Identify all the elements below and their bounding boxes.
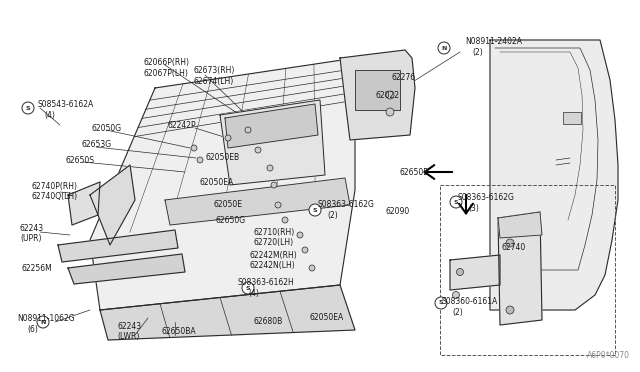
Bar — [440, 185, 615, 355]
Circle shape — [197, 157, 203, 163]
Text: 62650G: 62650G — [216, 216, 246, 225]
Circle shape — [438, 42, 450, 54]
Text: 62650B: 62650B — [400, 168, 429, 177]
Polygon shape — [100, 285, 355, 340]
Text: (2): (2) — [452, 308, 463, 317]
Circle shape — [309, 204, 321, 216]
Text: 62740P(RH): 62740P(RH) — [32, 182, 78, 191]
Text: 62242N(LH): 62242N(LH) — [249, 261, 295, 270]
Bar — [563, 112, 581, 124]
Circle shape — [242, 282, 254, 294]
Circle shape — [37, 316, 49, 328]
Circle shape — [245, 287, 251, 293]
Text: N: N — [40, 320, 45, 324]
Circle shape — [450, 196, 462, 208]
Text: (2): (2) — [472, 48, 483, 57]
Text: S08363-6162G: S08363-6162G — [317, 200, 374, 209]
Circle shape — [386, 91, 394, 99]
Text: 62650BA: 62650BA — [162, 327, 196, 336]
Text: 62066P(RH): 62066P(RH) — [144, 58, 190, 67]
Text: S: S — [438, 301, 444, 305]
Circle shape — [506, 239, 514, 247]
Polygon shape — [220, 100, 325, 185]
Polygon shape — [225, 104, 318, 148]
Text: N08911-2402A: N08911-2402A — [465, 37, 522, 46]
Circle shape — [435, 297, 447, 309]
Circle shape — [297, 232, 303, 238]
Text: (3): (3) — [468, 204, 479, 213]
Text: (4): (4) — [44, 111, 55, 120]
Text: N08911-1062G: N08911-1062G — [17, 314, 75, 323]
Text: A6P0*0070: A6P0*0070 — [587, 351, 630, 360]
Circle shape — [245, 127, 251, 133]
Text: 62256M: 62256M — [22, 264, 52, 273]
Circle shape — [255, 147, 261, 153]
Text: S08363-6162H: S08363-6162H — [238, 278, 295, 287]
Text: 62022: 62022 — [375, 91, 399, 100]
Circle shape — [302, 247, 308, 253]
Text: 62050EA: 62050EA — [200, 178, 234, 187]
Circle shape — [386, 108, 394, 116]
Text: 62674(LH): 62674(LH) — [193, 77, 233, 86]
Text: 62740: 62740 — [502, 243, 526, 252]
Circle shape — [22, 102, 34, 114]
Text: 62090: 62090 — [386, 207, 410, 216]
Text: 62050G: 62050G — [92, 124, 122, 133]
Text: S: S — [454, 199, 458, 205]
Text: S: S — [313, 208, 317, 212]
Text: 62243: 62243 — [20, 224, 44, 233]
Text: S08360-6161A: S08360-6161A — [442, 297, 499, 306]
Text: 62653G: 62653G — [81, 140, 111, 149]
Polygon shape — [58, 230, 178, 262]
Polygon shape — [490, 40, 618, 310]
Polygon shape — [450, 255, 500, 290]
Text: 62650S: 62650S — [66, 156, 95, 165]
Polygon shape — [68, 254, 185, 284]
Circle shape — [456, 269, 463, 276]
Text: S: S — [26, 106, 30, 110]
Text: 62680B: 62680B — [253, 317, 282, 326]
Text: 62067P(LH): 62067P(LH) — [144, 69, 189, 78]
Polygon shape — [498, 212, 542, 325]
Circle shape — [309, 265, 315, 271]
Text: 62740Q(LH): 62740Q(LH) — [32, 192, 78, 201]
Text: (4): (4) — [248, 289, 259, 298]
Text: S08363-6162G: S08363-6162G — [458, 193, 515, 202]
Text: S08543-6162A: S08543-6162A — [38, 100, 94, 109]
Polygon shape — [340, 50, 415, 140]
Text: 62673(RH): 62673(RH) — [193, 66, 234, 75]
Text: 62050EB: 62050EB — [205, 153, 239, 162]
Text: 62050E: 62050E — [214, 200, 243, 209]
Polygon shape — [165, 178, 350, 225]
Polygon shape — [90, 165, 135, 245]
Text: 62720(LH): 62720(LH) — [253, 238, 293, 247]
Text: (UPR): (UPR) — [20, 234, 42, 243]
Text: N: N — [442, 45, 447, 51]
Circle shape — [282, 217, 288, 223]
Text: 62242P: 62242P — [168, 121, 196, 130]
Circle shape — [267, 165, 273, 171]
Circle shape — [275, 202, 281, 208]
Polygon shape — [68, 182, 100, 225]
Text: 62276: 62276 — [391, 73, 415, 82]
Circle shape — [225, 135, 231, 141]
Text: (2): (2) — [327, 211, 338, 220]
Circle shape — [191, 145, 197, 151]
Text: 62710(RH): 62710(RH) — [253, 228, 294, 237]
Polygon shape — [498, 212, 542, 238]
Text: S: S — [246, 285, 250, 291]
Text: 62243: 62243 — [117, 322, 141, 331]
Text: (LWR): (LWR) — [117, 332, 140, 341]
Circle shape — [452, 292, 460, 298]
Text: 62050EA: 62050EA — [310, 313, 344, 322]
Circle shape — [506, 306, 514, 314]
Bar — [355, 70, 400, 110]
Polygon shape — [90, 60, 355, 310]
Text: 62242M(RH): 62242M(RH) — [249, 251, 297, 260]
Circle shape — [271, 182, 277, 188]
Text: (6): (6) — [27, 325, 38, 334]
